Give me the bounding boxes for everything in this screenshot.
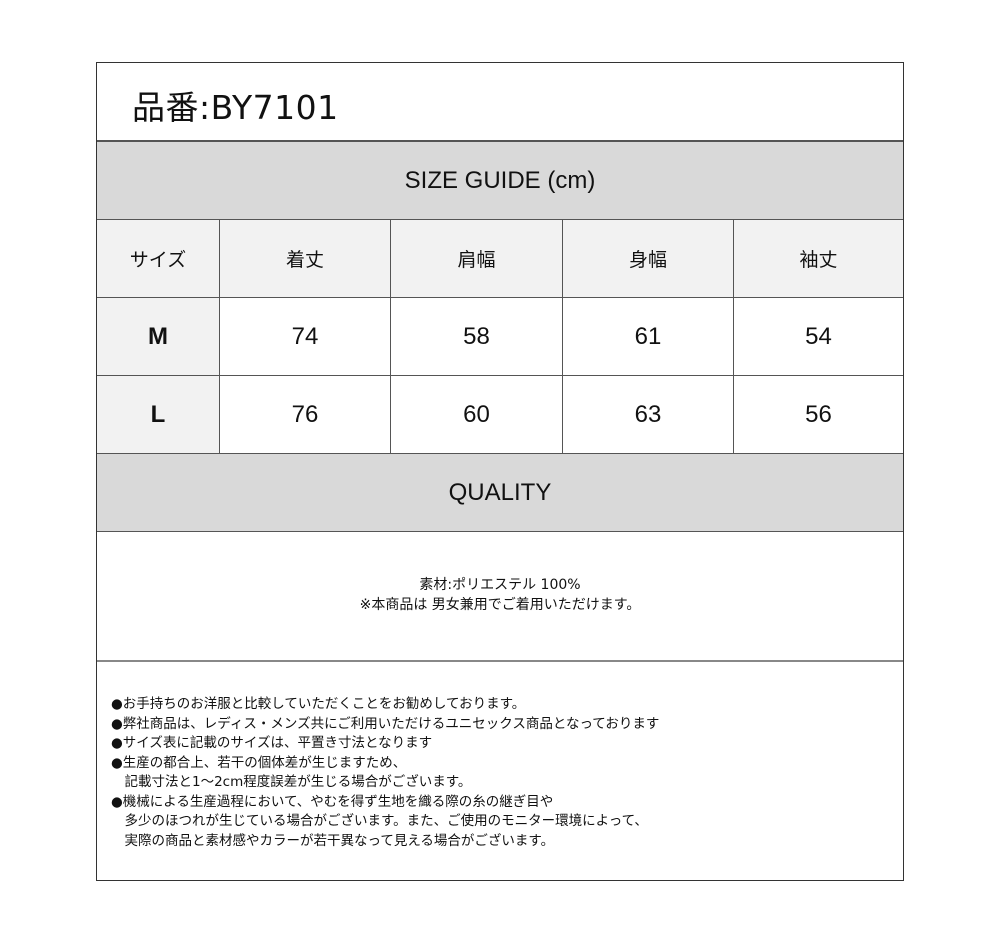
note-item: ●生産の都合上、若干の個体差が生じますため、	[111, 754, 407, 771]
quality-heading: QUALITY	[97, 454, 903, 532]
size-label: M	[97, 298, 220, 375]
unisex-note: ※本商品は 男女兼用でご着用いただけます。	[359, 597, 641, 613]
notes-list: ●お手持ちのお洋服と比較していただくことをお勧めしております。 ●弊社商品は、レ…	[111, 695, 659, 851]
header-sleeve: 袖丈	[734, 220, 903, 297]
table-cell: 54	[805, 322, 832, 350]
table-cell: 63	[563, 376, 734, 453]
table-row: L 76 60 63 56	[97, 376, 903, 454]
note-item: ●サイズ表に記載のサイズは、平置き寸法となります	[111, 735, 433, 751]
material-text: 素材:ポリエステル 100%	[419, 577, 581, 593]
header-length: 着丈	[220, 220, 391, 297]
product-number: 品番:BY7101	[132, 88, 339, 127]
header-shoulder: 肩幅	[391, 220, 563, 297]
note-item: ●機械による生産過程において、やむを得ず生地を織る際の糸の継ぎ目や	[111, 793, 554, 810]
table-cell: 76	[220, 376, 391, 453]
note-item: 実際の商品と素材感やカラーが若干異なって見える場合がございます。	[111, 832, 555, 849]
table-cell: 60	[391, 376, 563, 453]
header-size: サイズ	[97, 220, 220, 297]
table-header-row: サイズ 着丈 肩幅 身幅 袖丈	[97, 220, 903, 298]
note-item: 多少のほつれが生じている場合がございます。また、ご使用のモニター環境によって、	[111, 813, 648, 829]
note-item: ●お手持ちのお洋服と比較していただくことをお勧めしております。	[111, 696, 526, 712]
table-cell: 56	[805, 400, 832, 428]
size-guide-sheet: 品番:BY7101 SIZE GUIDE (cm) サイズ 着丈 肩幅 身幅 袖…	[96, 62, 904, 881]
header-chest: 身幅	[563, 220, 734, 297]
table-cell: 74	[220, 298, 391, 375]
table-cell: 58	[391, 298, 563, 375]
table-cell: 61	[563, 298, 734, 375]
note-item: 記載寸法と1～2cm程度誤差が生じる場合がございます。	[111, 774, 472, 790]
quality-section: 素材:ポリエステル 100% ※本商品は 男女兼用でご着用いただけます。	[97, 531, 903, 662]
note-item: ●弊社商品は、レディス・メンズ共にご利用いただけるユニセックス商品となっておりま…	[111, 715, 660, 732]
size-label: L	[97, 376, 220, 453]
table-row: M 74 58 61 54	[97, 298, 903, 376]
product-number-row: 品番:BY7101	[97, 63, 903, 142]
size-guide-heading: SIZE GUIDE (cm)	[97, 142, 903, 220]
